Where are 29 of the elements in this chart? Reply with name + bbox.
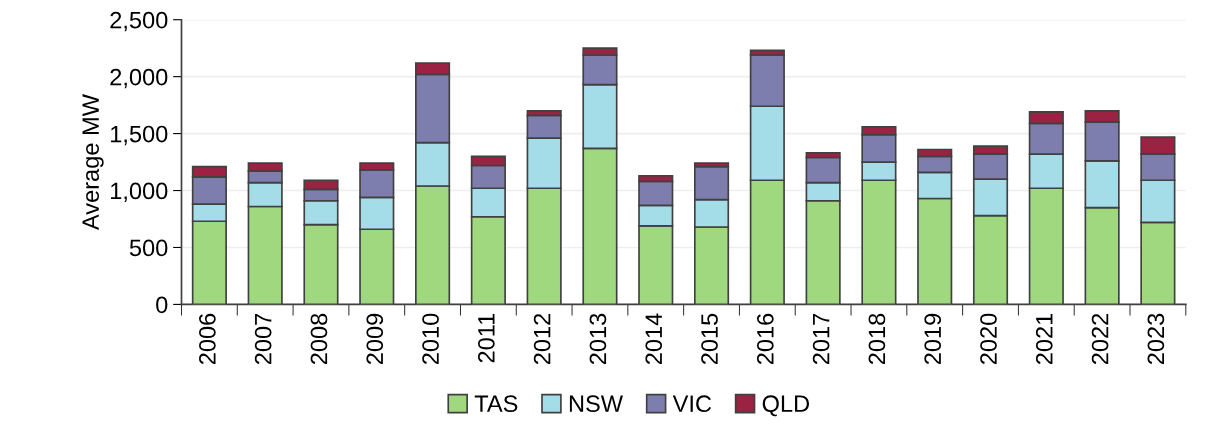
legend-label: TAS [474, 395, 518, 413]
y-tick-label: 2,500 [110, 11, 168, 32]
x-tick-label: 2008 [310, 313, 328, 365]
legend-label: VIC [672, 395, 712, 413]
y-tick-label: 1,500 [111, 125, 168, 146]
y-tick-label: 500 [129, 239, 168, 257]
y-axis-title: Average MW [82, 94, 104, 231]
y-tick-label: 2,000 [110, 68, 168, 89]
x-tick-label: 2011 [477, 313, 495, 363]
x-tick-label: 2018 [868, 313, 886, 365]
x-tick-label: 2021 [1035, 313, 1053, 365]
y-tick-label: 0 [156, 296, 168, 314]
legend-label: NSW [569, 395, 623, 413]
y-tick-label: 1,000 [111, 182, 168, 203]
x-tick-label: 2010 [422, 313, 439, 365]
x-tick-label: 2015 [701, 313, 718, 365]
x-tick-label: 2017 [812, 313, 830, 365]
x-tick-label: 2016 [756, 313, 774, 365]
x-tick-label: 2023 [1147, 313, 1165, 365]
x-tick-label: 2019 [924, 313, 942, 365]
x-tick-label: 2014 [645, 313, 663, 365]
x-tick-label: 2007 [254, 313, 272, 365]
x-tick-label: 2013 [589, 313, 607, 365]
x-tick-label: 2009 [366, 313, 384, 365]
x-tick-label: 2006 [199, 313, 216, 365]
x-tick-label: 2020 [980, 313, 997, 365]
legend-label: QLD [762, 395, 810, 417]
x-tick-label: 2012 [533, 313, 551, 365]
x-tick-label: 2022 [1091, 313, 1109, 365]
